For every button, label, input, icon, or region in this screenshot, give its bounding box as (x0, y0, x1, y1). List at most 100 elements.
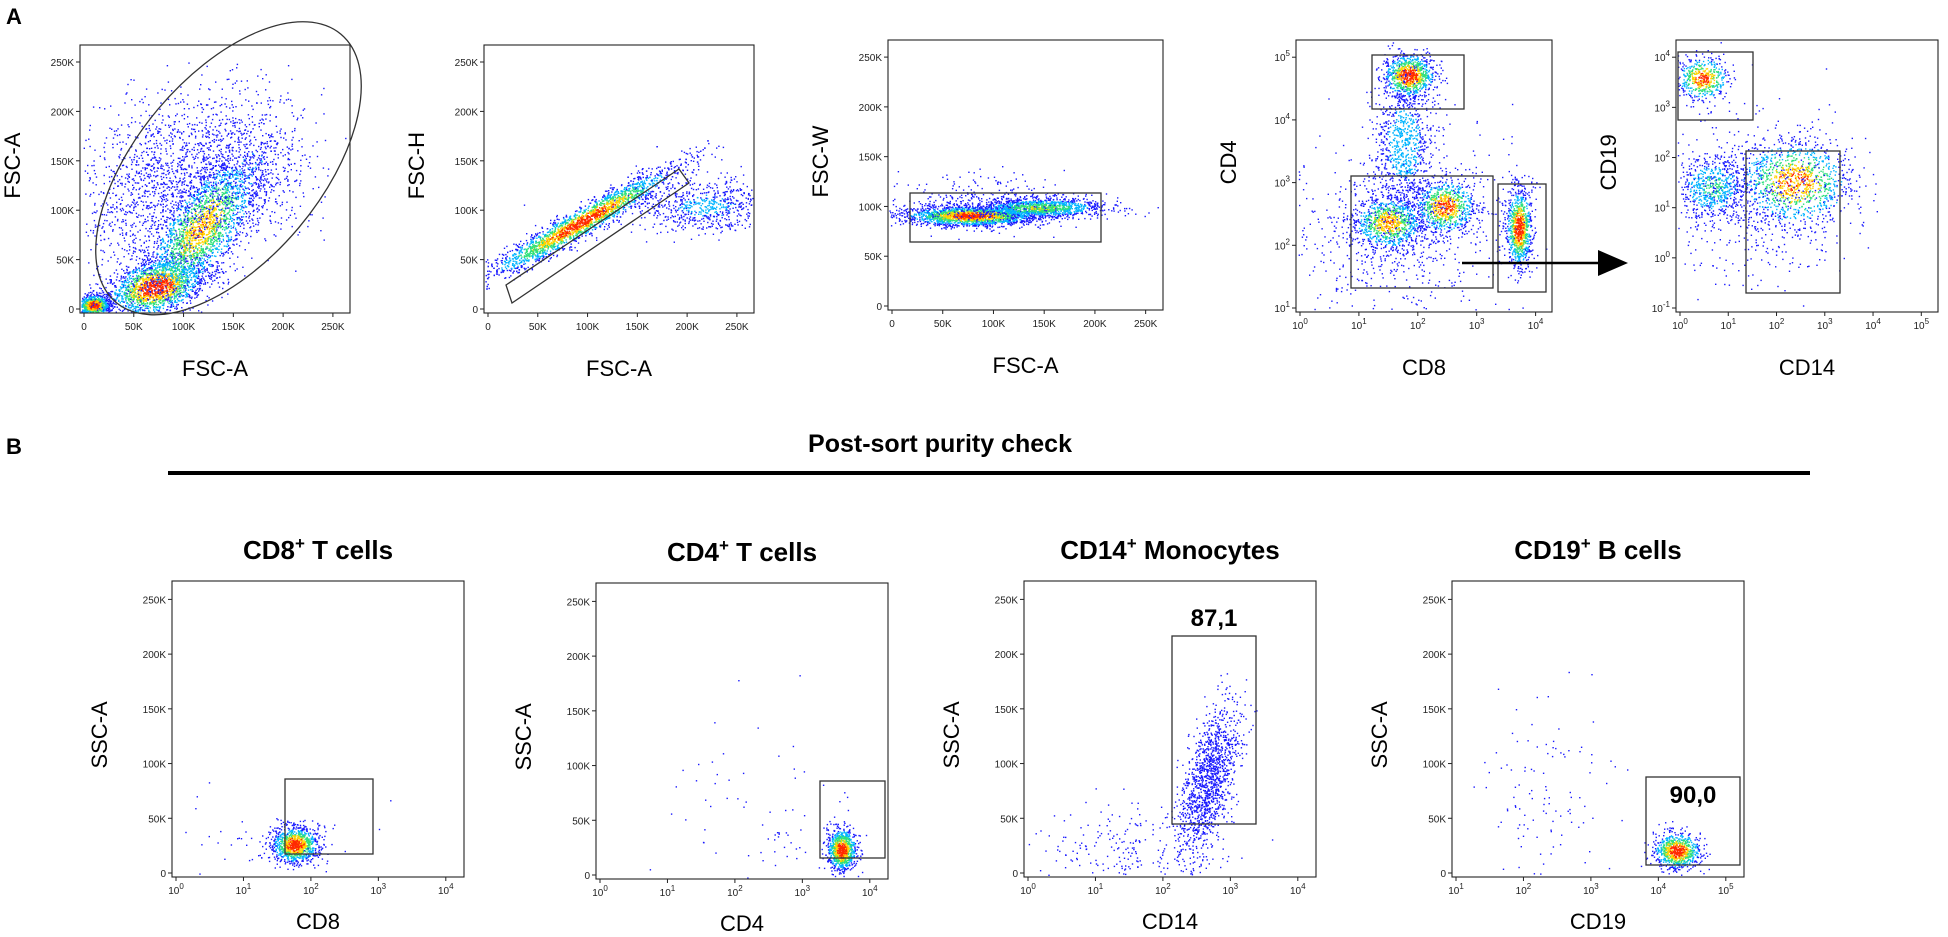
y-axis-label: CD19 (1596, 134, 1621, 190)
event-dots (485, 140, 754, 290)
x-tick-label: 101 (1448, 882, 1464, 897)
plot-a1: 0 50K 100K 150K 200K 250K 0 50K 100K 150K 200K 250K… (0, 21, 362, 381)
x-tick-label: 104 (438, 882, 454, 897)
x-tick-label: 200K (271, 322, 295, 333)
gate-singlets (505, 168, 690, 305)
y-tick-label: 200K (51, 107, 75, 118)
y-tick-label: 0 (1012, 869, 1018, 880)
y-tick-label: 103 (1654, 99, 1670, 114)
plot-frame (595, 582, 889, 880)
event-dots (649, 675, 868, 879)
panel-b-letter: B (6, 434, 22, 459)
y-tick-label: 0 (160, 869, 166, 880)
x-tick-label: 103 (1223, 882, 1239, 897)
plot-a5: 100 101 102 103 104 10510-1100101102103104CD1… (1596, 39, 1939, 380)
x-axis-label: CD14 (1142, 909, 1198, 934)
y-axis-label: SSC-A (87, 701, 112, 769)
plot-title: CD8+ T cells (243, 534, 393, 565)
x-axis-label: CD19 (1570, 909, 1626, 934)
plot-frame (171, 580, 465, 878)
event-dots (1028, 673, 1274, 876)
x-tick-label: 104 (1865, 317, 1881, 332)
gate-cd4 (1371, 54, 1465, 110)
x-tick-label: 100 (1020, 882, 1036, 897)
x-tick-label: 103 (1469, 317, 1485, 332)
y-tick-label: 101 (1654, 200, 1670, 215)
x-tick-label: 102 (1769, 317, 1785, 332)
event-dots (889, 166, 1159, 241)
y-tick-label: 250K (1423, 595, 1447, 606)
y-tick-label: 150K (143, 705, 167, 716)
x-tick-label: 103 (1583, 882, 1599, 897)
x-tick-label: 0 (485, 322, 491, 333)
x-tick-label: 150K (626, 322, 650, 333)
x-tick-label: 104 (1651, 882, 1667, 897)
x-tick-label: 150K (1033, 319, 1057, 330)
y-tick-label: 200K (859, 103, 883, 114)
y-tick-label: 104 (1654, 49, 1670, 64)
y-tick-label: 100K (143, 760, 167, 771)
gate-arrow-head (1598, 250, 1628, 276)
y-axis-label: FSC-W (808, 125, 833, 197)
y-tick-label: 150K (51, 157, 75, 168)
x-tick-label: 102 (303, 882, 319, 897)
x-tick-label: 100 (1672, 317, 1688, 332)
x-tick-label: 104 (1528, 317, 1544, 332)
purity-check-title: Post-sort purity check (808, 430, 1072, 458)
y-tick-label: 250K (51, 58, 75, 69)
x-tick-label: 50K (125, 322, 143, 333)
x-tick-label: 102 (1516, 882, 1532, 897)
x-tick-label: 102 (727, 884, 743, 899)
plot-frame (79, 44, 351, 314)
x-tick-label: 150K (222, 322, 246, 333)
gate-cd4-neg (1350, 175, 1494, 289)
x-tick-label: 103 (795, 884, 811, 899)
gate-rect (819, 780, 886, 859)
x-tick-label: 250K (1134, 319, 1158, 330)
y-tick-label: 100K (567, 762, 591, 773)
plot-frame (1295, 39, 1553, 313)
y-tick-label: 10-1 (1652, 300, 1671, 315)
y-tick-label: 50K (864, 252, 882, 263)
y-tick-label: 0 (472, 305, 478, 316)
x-tick-label: 103 (1817, 317, 1833, 332)
x-axis-label: FSC-A (993, 353, 1059, 378)
y-axis-label: SSC-A (939, 701, 964, 769)
y-tick-label: 100K (51, 206, 75, 217)
gate-ellipse (95, 21, 362, 316)
y-tick-label: 200K (455, 107, 479, 118)
y-tick-label: 150K (455, 157, 479, 168)
plot-frame (1451, 580, 1745, 878)
x-tick-label: 102 (1155, 882, 1171, 897)
y-tick-label: 103 (1274, 175, 1290, 190)
event-dots (1677, 42, 1878, 307)
plot-frame (1675, 39, 1939, 313)
gate-cd19 (1677, 51, 1754, 121)
y-tick-label: 200K (995, 650, 1019, 661)
x-tick-label: 104 (1290, 882, 1306, 897)
x-tick-label: 50K (529, 322, 547, 333)
x-axis-label: CD8 (1402, 355, 1446, 380)
y-tick-label: 50K (1000, 814, 1018, 825)
gate-cd8 (1497, 183, 1547, 293)
y-tick-label: 250K (143, 595, 167, 606)
plot-title: CD19+ B cells (1514, 534, 1681, 565)
gate-rect (909, 192, 1102, 243)
y-tick-label: 102 (1654, 150, 1670, 165)
x-tick-label: 101 (236, 882, 252, 897)
y-tick-label: 50K (572, 816, 590, 827)
x-tick-label: 103 (371, 882, 387, 897)
x-tick-label: 100K (982, 319, 1006, 330)
y-tick-label: 0 (584, 871, 590, 882)
x-tick-label: 200K (675, 322, 699, 333)
y-tick-label: 250K (995, 595, 1019, 606)
gate-cd14 (1745, 150, 1841, 294)
plot-title: CD14+ Monocytes (1060, 534, 1279, 565)
x-tick-label: 105 (1914, 317, 1930, 332)
y-tick-label: 100K (859, 202, 883, 213)
plot-b1: 100 101 102 103 104 0 50K 100K 150K 200K 250K CD8 SS… (87, 534, 465, 934)
y-tick-label: 50K (460, 256, 478, 267)
y-tick-label: 250K (567, 597, 591, 608)
